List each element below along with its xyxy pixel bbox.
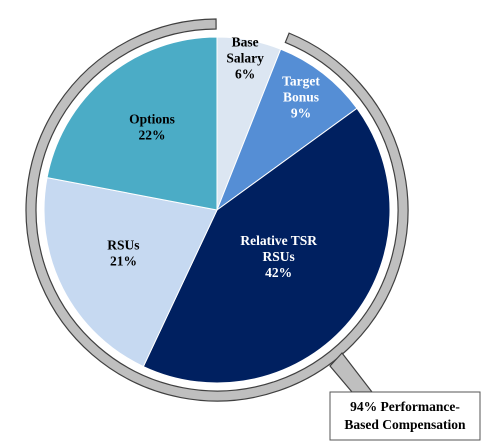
slice-value-label: 42% xyxy=(265,265,292,280)
slice-label: RSUs xyxy=(263,249,295,264)
pie-slice xyxy=(43,176,218,368)
slice-label: Options xyxy=(129,111,175,126)
slice-value-label: 6% xyxy=(235,67,255,82)
slice-label: Base xyxy=(232,35,259,50)
callout-box xyxy=(329,391,481,441)
pie-slice xyxy=(46,36,218,211)
slice-label: Bonus xyxy=(283,90,319,105)
callout-text: 94% Performance- xyxy=(350,399,460,414)
pie-slice xyxy=(142,107,391,384)
slice-label: RSUs xyxy=(107,238,139,253)
callout-pointer xyxy=(329,352,374,393)
slice-value-label: 21% xyxy=(110,254,137,269)
slice-label: Salary xyxy=(226,51,264,66)
slice-value-label: 9% xyxy=(291,106,311,121)
slice-value-label: 22% xyxy=(138,127,165,142)
callout-text: Based Compensation xyxy=(344,417,466,432)
slice-label: Target xyxy=(282,74,320,89)
slice-label: Relative TSR xyxy=(240,233,317,248)
ring xyxy=(25,18,409,402)
pie-slice xyxy=(215,48,358,212)
